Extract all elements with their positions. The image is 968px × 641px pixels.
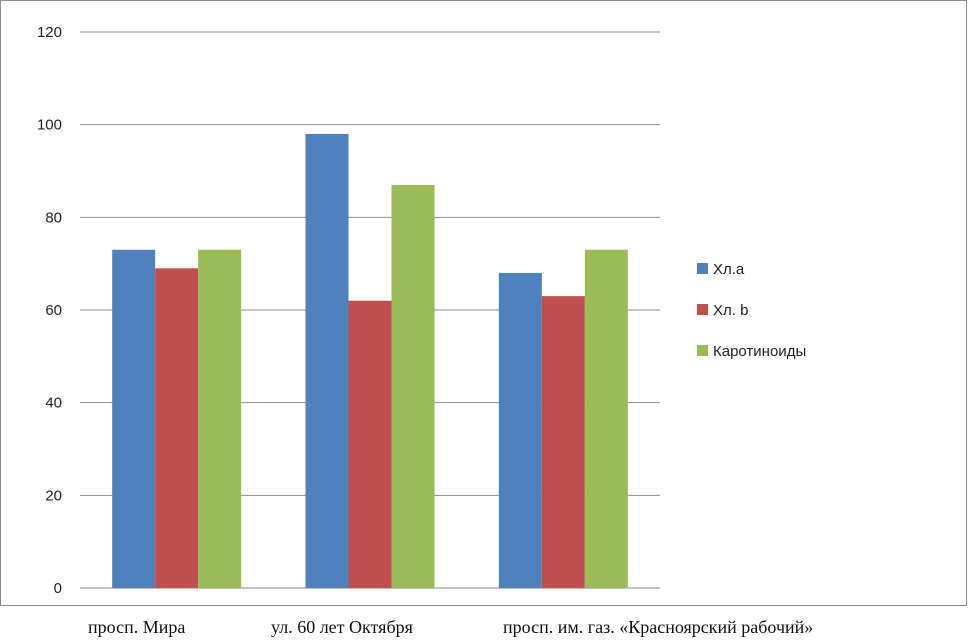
legend-label: Хл.a (713, 261, 745, 278)
bar (498, 272, 542, 588)
bar (391, 184, 435, 588)
y-tick-label: 40 (45, 395, 62, 412)
y-axis-ticks: 0 20 40 60 80 100 120 (37, 24, 62, 597)
y-tick-label: 80 (45, 209, 62, 226)
y-tick-label: 20 (45, 487, 62, 504)
legend-swatch (697, 263, 708, 274)
category-labels: просп. Мира ул. 60 лет Октября просп. им. … (88, 617, 813, 637)
y-tick-label: 0 (54, 580, 62, 597)
bar (198, 249, 242, 588)
legend-swatch (697, 345, 708, 356)
y-tick-label: 100 (37, 117, 62, 134)
bar (155, 268, 199, 588)
legend-label: Каротиноиды (713, 343, 806, 360)
x-category-label: просп. Мира (88, 617, 185, 637)
bar (305, 133, 349, 588)
legend-label: Хл. b (713, 302, 748, 319)
bar (584, 249, 628, 588)
x-category-label: ул. 60 лет Октября (271, 617, 413, 637)
legend-swatch (697, 304, 708, 315)
y-tick-label: 60 (45, 302, 62, 319)
legend: Хл.a Хл. b Каротиноиды (697, 261, 806, 360)
x-category-label: просп. им. газ. «Красноярский рабочий» (503, 617, 813, 637)
bar (541, 296, 585, 588)
bars (112, 133, 628, 588)
bar (112, 249, 156, 588)
bar (348, 300, 392, 588)
y-tick-label: 120 (37, 24, 62, 41)
